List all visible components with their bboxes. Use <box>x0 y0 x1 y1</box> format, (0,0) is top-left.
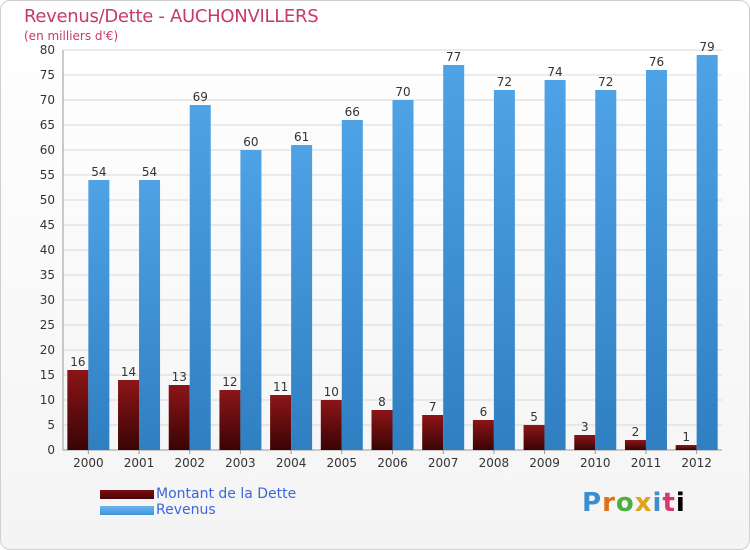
data-label-revenus: 54 <box>91 165 106 179</box>
x-tick-label: 2003 <box>225 456 256 470</box>
bar-dette <box>574 435 596 450</box>
y-tick-label: 80 <box>40 43 55 57</box>
bar-revenus <box>139 180 161 450</box>
bar-revenus <box>544 80 566 450</box>
data-label-dette: 7 <box>429 400 437 414</box>
data-label-revenus: 72 <box>598 75 613 89</box>
chart-subtitle: (en milliers d'€) <box>24 29 119 43</box>
data-label-dette: 10 <box>324 385 339 399</box>
y-tick-label: 75 <box>40 68 55 82</box>
legend-swatch-revenus <box>100 505 154 515</box>
data-label-dette: 3 <box>581 420 589 434</box>
bar-dette <box>270 395 292 450</box>
x-tick-label: 2006 <box>377 456 408 470</box>
data-label-revenus: 72 <box>497 75 512 89</box>
bar-dette <box>219 390 241 450</box>
y-tick-label: 40 <box>40 243 55 257</box>
data-label-dette: 16 <box>70 355 85 369</box>
x-tick-label: 2009 <box>529 456 560 470</box>
data-label-revenus: 66 <box>345 105 360 119</box>
bar-revenus <box>443 65 465 450</box>
y-tick-label: 50 <box>40 193 55 207</box>
legend-label-dette: Montant de la Dette <box>156 486 297 502</box>
data-label-revenus: 79 <box>700 40 715 54</box>
x-tick-label: 2002 <box>174 456 205 470</box>
bar-revenus <box>595 90 617 450</box>
y-tick-label: 70 <box>40 93 55 107</box>
data-label-dette: 14 <box>121 365 136 379</box>
x-tick-label: 2000 <box>73 456 104 470</box>
data-label-revenus: 77 <box>446 50 461 64</box>
data-label-revenus: 61 <box>294 130 309 144</box>
data-label-revenus: 69 <box>193 90 208 104</box>
y-tick-label: 45 <box>40 218 55 232</box>
legend: Montant de la Dette Revenus <box>100 486 296 518</box>
data-label-revenus: 76 <box>649 55 664 69</box>
data-label-revenus: 54 <box>142 165 157 179</box>
y-tick-label: 15 <box>40 368 55 382</box>
legend-label-revenus: Revenus <box>156 502 216 518</box>
data-label-revenus: 74 <box>547 65 562 79</box>
x-tick-label: 2012 <box>681 456 712 470</box>
y-tick-label: 10 <box>40 393 55 407</box>
data-label-revenus: 70 <box>395 85 410 99</box>
y-tick-label: 25 <box>40 318 55 332</box>
legend-item-revenus: Revenus <box>100 502 296 518</box>
x-tick-label: 2007 <box>428 456 459 470</box>
data-label-dette: 1 <box>682 430 690 444</box>
data-label-dette: 5 <box>530 410 538 424</box>
y-tick-label: 5 <box>47 418 55 432</box>
x-tick-label: 2010 <box>580 456 611 470</box>
x-tick-label: 2004 <box>276 456 307 470</box>
bar-revenus <box>189 105 211 450</box>
bar-dette <box>624 440 646 450</box>
bar-dette <box>472 420 494 450</box>
y-tick-label: 65 <box>40 118 55 132</box>
bar-dette <box>118 380 140 450</box>
legend-item-dette: Montant de la Dette <box>100 486 296 502</box>
bar-dette <box>67 370 89 450</box>
chart-title: Revenus/Dette - AUCHONVILLERS <box>24 6 319 27</box>
y-tick-label: 60 <box>40 143 55 157</box>
x-tick-label: 2008 <box>479 456 510 470</box>
bar-revenus <box>88 180 110 450</box>
bar-dette <box>320 400 342 450</box>
bar-dette <box>168 385 190 450</box>
bar-revenus <box>291 145 313 450</box>
y-tick-label: 0 <box>47 443 55 457</box>
data-label-dette: 8 <box>378 395 386 409</box>
x-tick-label: 2001 <box>124 456 155 470</box>
data-label-dette: 12 <box>222 375 237 389</box>
y-tick-label: 30 <box>40 293 55 307</box>
bar-revenus <box>240 150 262 450</box>
data-label-revenus: 60 <box>243 135 258 149</box>
data-label-dette: 2 <box>632 425 640 439</box>
bar-dette <box>675 445 697 450</box>
bar-dette <box>371 410 393 450</box>
proxiti-logo: Proxiti <box>582 488 686 518</box>
data-label-dette: 11 <box>273 380 288 394</box>
bar-revenus <box>696 55 718 450</box>
bar-revenus <box>341 120 363 450</box>
data-label-dette: 13 <box>172 370 187 384</box>
legend-swatch-dette <box>100 489 154 499</box>
bar-revenus <box>493 90 515 450</box>
x-tick-label: 2011 <box>631 456 662 470</box>
y-tick-label: 55 <box>40 168 55 182</box>
bar-revenus <box>392 100 414 450</box>
y-tick-label: 35 <box>40 268 55 282</box>
y-tick-label: 20 <box>40 343 55 357</box>
data-label-dette: 6 <box>480 405 488 419</box>
bar-dette <box>422 415 444 450</box>
bar-revenus <box>645 70 667 450</box>
x-tick-label: 2005 <box>327 456 358 470</box>
bar-dette <box>523 425 545 450</box>
